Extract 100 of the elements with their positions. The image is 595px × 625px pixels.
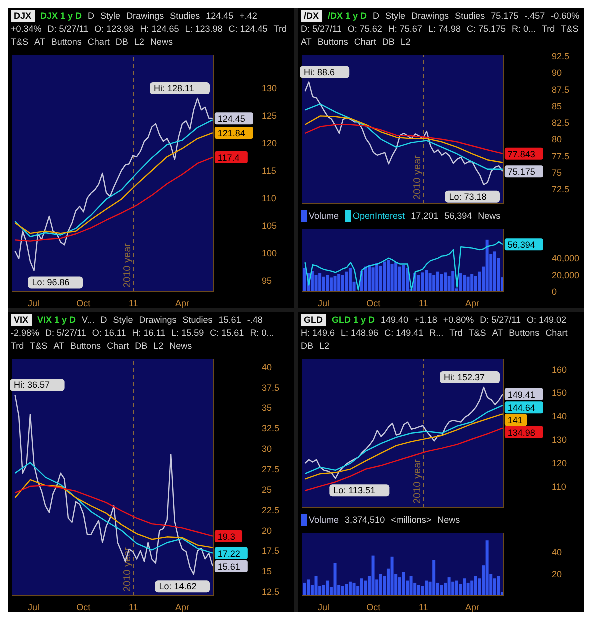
bar xyxy=(348,268,352,292)
bar xyxy=(493,578,496,596)
bar xyxy=(428,274,432,292)
bar xyxy=(334,563,337,596)
text: L2 xyxy=(400,36,411,48)
y-tick-label: 40,000 xyxy=(552,254,580,264)
data-label: 15.61 xyxy=(218,562,240,572)
bar xyxy=(470,274,474,292)
bar xyxy=(470,580,474,596)
text: D xyxy=(100,314,108,326)
text: H: 16.11 xyxy=(132,327,166,339)
text: T&S xyxy=(11,36,29,48)
bar xyxy=(424,270,428,292)
text: L: 123.98 xyxy=(185,23,223,35)
bar xyxy=(334,276,337,292)
bar xyxy=(310,271,314,292)
data-label: 56,394 xyxy=(508,240,536,250)
y-tick-label: 105 xyxy=(262,221,278,232)
x-tick-label: Apr xyxy=(176,602,190,612)
bar xyxy=(493,252,496,292)
bar xyxy=(421,272,424,292)
text: News xyxy=(478,210,501,222)
annotation: Hi: 36.57 xyxy=(14,380,50,390)
text: Studies xyxy=(170,10,200,22)
y-tick-label: 72.5 xyxy=(552,184,570,195)
line-series xyxy=(14,485,214,537)
bar xyxy=(330,278,333,292)
y-tick-label: 140 xyxy=(552,412,568,422)
bar xyxy=(402,265,406,292)
line-series xyxy=(304,241,504,291)
y-tick-label: 150 xyxy=(552,388,568,398)
bar xyxy=(474,576,478,596)
legend-label: Volume xyxy=(301,210,340,222)
text: Trd xyxy=(542,23,556,35)
text: Drawings xyxy=(126,10,164,22)
text: Studies xyxy=(182,314,213,326)
y-tick-label: 75 xyxy=(552,168,562,178)
text: Style xyxy=(100,10,121,22)
bar xyxy=(398,266,402,292)
bar xyxy=(379,574,382,596)
bar xyxy=(440,585,444,596)
bar xyxy=(444,272,447,292)
y-tick-label: 92.5 xyxy=(552,52,570,62)
bar xyxy=(341,275,344,292)
data-label: 144.64 xyxy=(508,403,536,414)
bar xyxy=(360,578,364,596)
y-tick-label: 15 xyxy=(262,566,272,577)
text: 124.45 xyxy=(206,10,234,22)
bar xyxy=(486,540,489,596)
x-tick-label: Oct xyxy=(366,602,382,612)
text: 149.40 xyxy=(381,314,409,326)
text: O: 123.98 xyxy=(94,23,134,35)
text: H: 75.67 xyxy=(388,23,422,35)
bar xyxy=(466,276,470,292)
y-tick-label: 130 xyxy=(552,435,568,446)
bar xyxy=(390,264,394,292)
text: Chart xyxy=(88,36,110,48)
data-label: 121.84 xyxy=(218,128,246,139)
bar xyxy=(376,263,379,292)
text: Trd xyxy=(11,340,24,352)
y-tick-label: 37.5 xyxy=(262,382,280,393)
bar xyxy=(303,268,306,292)
text: -.48 xyxy=(247,314,263,326)
bar xyxy=(352,582,356,596)
text: <millions> xyxy=(391,514,432,526)
text: +1.18 xyxy=(414,314,438,326)
legend-label: Volume xyxy=(301,514,340,526)
text: -.457 xyxy=(524,10,546,22)
text: Trd xyxy=(274,23,287,35)
y-tick-label: 32.5 xyxy=(262,424,280,434)
bar xyxy=(345,584,348,596)
x-tick-label: Jul xyxy=(28,602,40,612)
bar xyxy=(341,586,344,596)
text: D: 5/27/11 xyxy=(301,23,342,35)
bar xyxy=(390,556,394,596)
y-tick-label: 12.5 xyxy=(262,587,280,598)
y-tick-label: 110 xyxy=(552,482,566,492)
y-tick-label: 120 xyxy=(552,458,568,469)
bar xyxy=(372,556,375,596)
annotation: Hi: 128.11 xyxy=(154,83,194,94)
text: Studies xyxy=(455,10,486,22)
y-tick-label: 80 xyxy=(552,134,562,145)
chart-subtitle: GLD 1 y D xyxy=(332,314,376,326)
x-tick-label: 11 xyxy=(128,298,138,308)
bar xyxy=(424,580,428,596)
bar xyxy=(348,582,352,596)
bar xyxy=(322,276,326,292)
line-series xyxy=(304,414,504,480)
annotation: Lo: 14.62 xyxy=(159,582,197,592)
y-tick-label: 0 xyxy=(552,287,558,298)
y-tick-label: 160 xyxy=(552,364,568,375)
y-tick-label: 30 xyxy=(262,444,272,454)
text: DB xyxy=(135,340,148,352)
text: Buttons xyxy=(509,327,540,339)
bar xyxy=(463,578,466,596)
bar xyxy=(432,560,436,596)
x-tick-label: Apr xyxy=(466,298,480,308)
y-tick-label: 20 xyxy=(552,569,562,580)
x-tick-label: Jul xyxy=(318,602,330,612)
data-label: 75.175 xyxy=(508,167,536,178)
